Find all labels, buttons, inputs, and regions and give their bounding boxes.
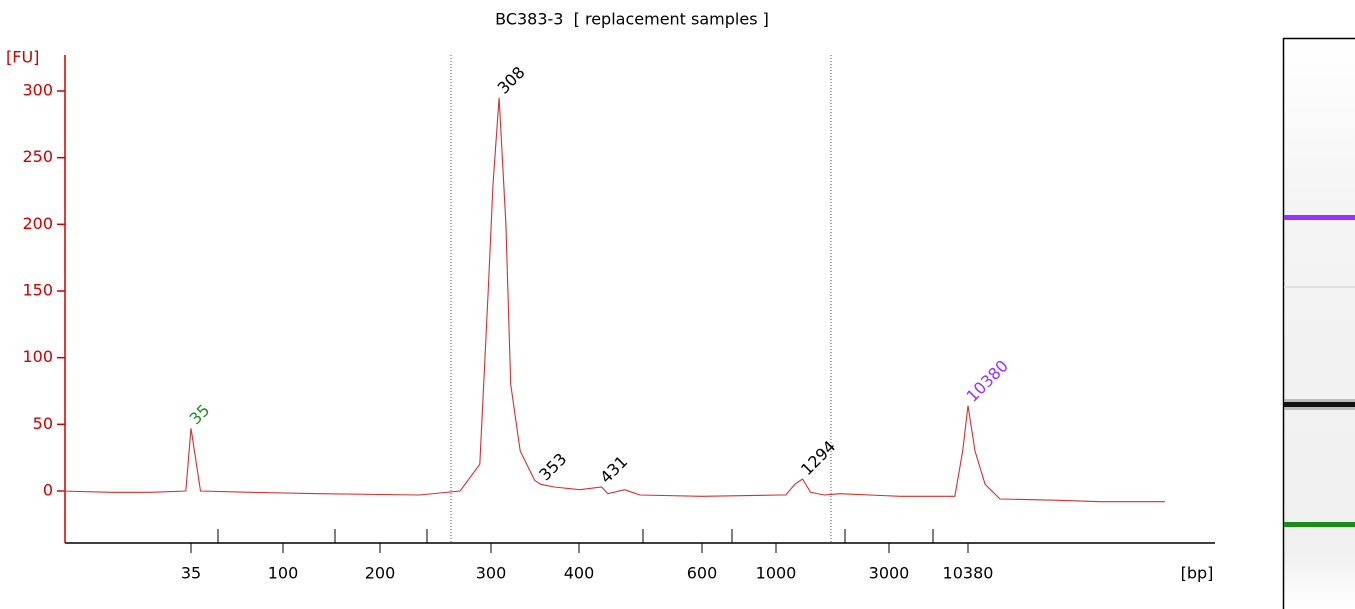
gel-lane (1282, 37, 1355, 609)
gel-band (1284, 286, 1355, 288)
y-tick-label: 300 (22, 81, 53, 100)
gel-background (1284, 39, 1355, 609)
x-tick-label: 100 (268, 564, 299, 583)
x-tick-label: 200 (365, 564, 396, 583)
peak-label: 308 (494, 63, 529, 98)
y-axis-label: [FU] (6, 48, 39, 67)
x-tick-label: 400 (564, 564, 595, 583)
chart-title: BC383-3 [ replacement samples ] (495, 10, 769, 29)
y-tick-label: 50 (33, 414, 53, 433)
y-tick-label: 200 (22, 214, 53, 233)
x-tick-label: 10380 (943, 564, 994, 583)
y-tick-label: 0 (43, 481, 53, 500)
x-tick-label: 35 (181, 564, 201, 583)
gel-band (1284, 215, 1355, 220)
peak-label: 35 (186, 401, 214, 429)
peak-label: 353 (535, 449, 570, 484)
peak-label: 1294 (797, 437, 839, 479)
peak-label: 10380 (963, 356, 1012, 405)
trace (61, 97, 1165, 503)
x-axis-label: [bp] (1181, 564, 1214, 583)
peak-label: 431 (596, 452, 631, 487)
y-tick-label: 150 (22, 281, 53, 300)
x-tick-label: 600 (687, 564, 718, 583)
y-tick-label: 100 (22, 347, 53, 366)
x-tick-label: 1000 (756, 564, 797, 583)
x-tick-label: 300 (476, 564, 507, 583)
gel-band (1284, 522, 1355, 527)
x-tick-label: 3000 (869, 564, 910, 583)
gel-band (1284, 402, 1355, 407)
y-tick-label: 250 (22, 147, 53, 166)
